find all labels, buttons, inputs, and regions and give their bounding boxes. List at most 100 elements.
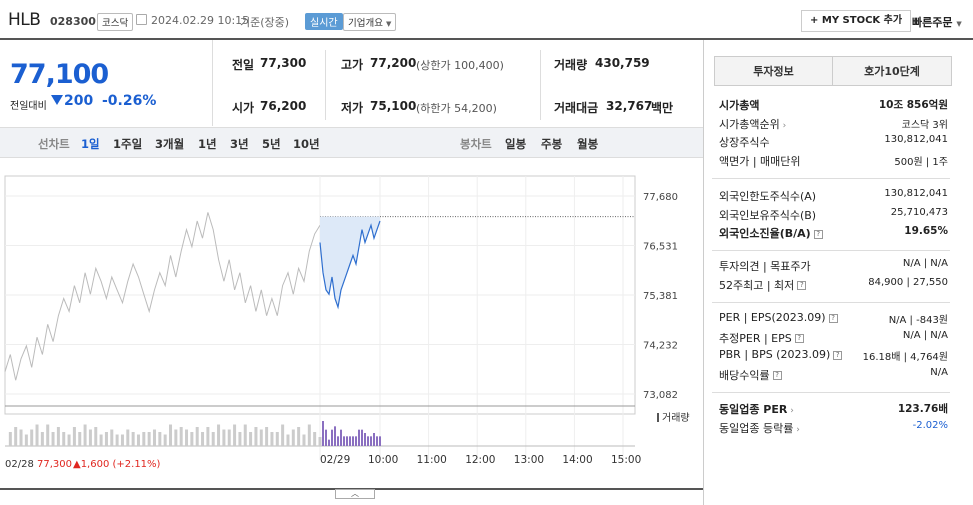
volume-bar xyxy=(8,432,12,446)
upper-limit: (상한가 100,400) xyxy=(416,59,504,72)
volume-bar xyxy=(88,429,92,446)
volume-bar-today xyxy=(343,436,345,446)
invest-row-label: 시가총액 xyxy=(719,99,760,112)
tab-3m[interactable]: 3개월 xyxy=(155,137,185,151)
invest-row-label: 52주최고 | 최저 xyxy=(719,278,795,292)
volume-bar-today xyxy=(349,436,351,446)
invest-row-label: 상장주식수 xyxy=(719,136,770,149)
help-icon[interactable]: ? xyxy=(797,281,807,290)
volume-bar xyxy=(227,429,231,446)
open-label: 시가 xyxy=(232,101,255,115)
invest-row: 시가총액 10조 856억원 xyxy=(719,97,948,113)
volume-bar xyxy=(211,432,215,446)
volume-bar xyxy=(206,427,210,446)
volume-bar-today xyxy=(358,429,360,446)
tab-1d[interactable]: 1일 xyxy=(81,137,100,151)
quick-order-button[interactable]: 빠른주문 ▼ xyxy=(912,14,962,30)
x-tick-label: 12:00 xyxy=(465,454,495,466)
help-icon[interactable]: ? xyxy=(833,350,843,360)
volume-bar xyxy=(115,434,119,446)
tab-5y[interactable]: 5년 xyxy=(262,137,281,151)
volume-bar xyxy=(297,427,301,446)
tab-monthly[interactable]: 월봉 xyxy=(577,137,599,151)
invest-row-label: 외국인보유주식수(B) xyxy=(719,208,817,222)
chevron-down-icon: ▼ xyxy=(386,20,392,28)
tab-weekly[interactable]: 주봉 xyxy=(541,137,563,151)
help-icon[interactable]: ? xyxy=(828,313,838,323)
volume-bar xyxy=(281,424,285,446)
volume-bar-today xyxy=(328,439,330,446)
prev-day-close: 77,300 xyxy=(37,459,72,470)
tab-orderbook-10[interactable]: 호가10단계 xyxy=(833,56,952,86)
section-divider xyxy=(712,250,950,251)
prev-day-change: ▲1,600 (+2.11%) xyxy=(73,459,161,470)
high-value: 77,200 xyxy=(370,56,417,70)
volume-bar xyxy=(72,427,76,446)
prev-day-label: 02/28 xyxy=(5,459,34,470)
tab-3y[interactable]: 3년 xyxy=(230,137,249,151)
company-overview-dropdown[interactable]: 기업개요 ▼ xyxy=(343,13,397,31)
collapse-chevron-up-icon[interactable]: ︿ xyxy=(335,489,375,499)
tab-1w[interactable]: 1주일 xyxy=(113,137,143,151)
invest-row-label: 투자의견 | 목표주가 xyxy=(719,260,811,273)
market-badge: 코스닥 xyxy=(97,13,134,31)
help-icon[interactable]: ? xyxy=(813,229,823,239)
invest-row-value: N/A | N/A xyxy=(902,258,948,269)
chevron-down-icon: ▼ xyxy=(956,20,962,28)
help-icon[interactable]: ? xyxy=(772,371,782,380)
volume-bar xyxy=(318,437,322,446)
volume-bar xyxy=(217,424,221,446)
volume-bar xyxy=(46,424,50,446)
invest-row: 시가총액순위 › 코스닥 3위 xyxy=(719,116,948,132)
volume-bar xyxy=(291,429,295,446)
volume-bar xyxy=(259,429,263,446)
volume-bar xyxy=(142,432,146,446)
invest-row-value: N/A | N/A xyxy=(902,329,948,341)
volume-bar xyxy=(19,429,23,446)
y-tick-label: 73,082 xyxy=(643,390,678,401)
y-tick-label: 75,381 xyxy=(643,291,678,302)
invest-row-label: 추정PER | EPS xyxy=(719,331,792,345)
realtime-badge[interactable]: 실시간 xyxy=(305,13,343,30)
low-label: 저가 xyxy=(341,101,364,115)
volume-bar xyxy=(51,432,55,446)
volume-bar-today xyxy=(340,429,342,446)
invest-row: 외국인소진율(B/A)? 19.65% xyxy=(719,225,948,241)
prev-value: 77,300 xyxy=(260,56,307,70)
tab-daily[interactable]: 일봉 xyxy=(505,137,527,151)
volume-bar xyxy=(147,432,151,446)
my-stock-add-button[interactable]: + MY STOCK 추가 xyxy=(801,10,912,32)
stock-code: 028300 xyxy=(50,15,96,28)
tab-1y[interactable]: 1년 xyxy=(198,137,217,151)
my-stock-label: MY STOCK 추가 xyxy=(821,15,903,26)
help-icon[interactable]: ? xyxy=(794,334,804,343)
invest-row-value: N/A xyxy=(930,366,948,378)
volume-bar xyxy=(104,432,108,446)
tab-10y[interactable]: 10년 xyxy=(293,137,320,151)
chevron-right-icon[interactable]: › xyxy=(779,120,787,131)
volume-legend-icon xyxy=(657,413,659,422)
tab-invest-info[interactable]: 투자정보 xyxy=(714,56,833,86)
volume-bar xyxy=(190,432,194,446)
volume-bar xyxy=(302,434,306,446)
lower-limit: (하한가 54,200) xyxy=(416,102,497,115)
volume-bar xyxy=(78,432,82,446)
volume-bar-today xyxy=(346,436,348,446)
volume-bar-today xyxy=(331,429,333,446)
volume-bar xyxy=(233,424,237,446)
volume-bar xyxy=(83,424,87,446)
invest-row: 외국인보유주식수(B) 25,710,473 xyxy=(719,207,948,223)
volume-bar xyxy=(249,432,253,446)
chevron-right-icon[interactable]: › xyxy=(793,424,800,435)
amount-unit: 백만 xyxy=(651,101,674,115)
volume-bar-today xyxy=(355,436,357,446)
volume-bar xyxy=(179,427,183,446)
volume-bar-today xyxy=(379,436,381,446)
volume-bar xyxy=(265,427,269,446)
volume-bar xyxy=(185,429,189,446)
volume-bar xyxy=(14,427,18,446)
chevron-right-icon[interactable]: › xyxy=(787,406,794,416)
x-tick-label: 11:00 xyxy=(417,454,447,466)
price-box xyxy=(0,40,213,126)
volume-bar xyxy=(99,434,103,446)
